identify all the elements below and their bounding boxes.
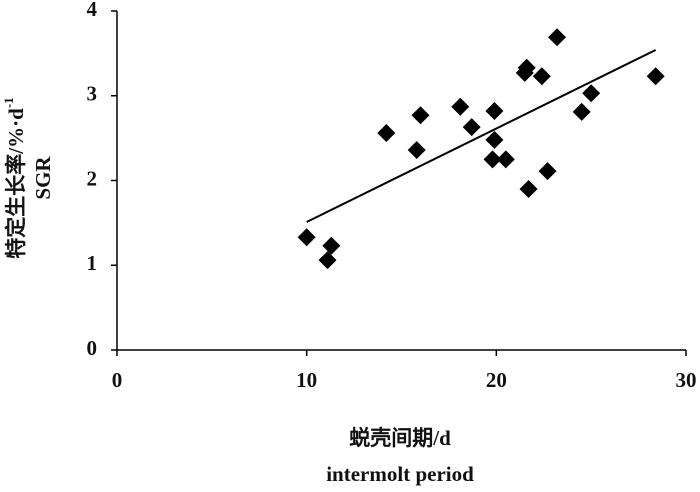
y-tick-label: 2 [87, 166, 98, 190]
trendline [306, 49, 657, 223]
data-point [496, 150, 515, 169]
y-axis-label-main: 特定生长率/%·d [4, 108, 28, 259]
data-point [462, 118, 481, 137]
y-tick-label: 0 [87, 336, 98, 360]
data-point [407, 140, 426, 159]
data-point [582, 84, 601, 103]
x-tick-label: 10 [296, 368, 317, 392]
data-point [485, 130, 504, 149]
x-tick-label: 20 [486, 368, 507, 392]
data-point [483, 150, 502, 169]
x-axis-label: 蜕壳间期/d [349, 426, 451, 450]
data-point [572, 102, 591, 121]
x-tick-label: 0 [112, 368, 123, 392]
y-axis-label-group: 特定生长率/%·d-1 [1, 97, 28, 258]
data-point [646, 67, 665, 86]
y-axis-label: 特定生长率/%·d-1 [1, 97, 28, 258]
data-point [538, 162, 557, 181]
data-point [532, 67, 551, 86]
data-point [411, 106, 430, 125]
data-point [322, 236, 341, 255]
x-tick-label: 30 [676, 368, 697, 392]
data-point [485, 102, 504, 121]
y-tick-label: 1 [87, 251, 98, 275]
y-axis-label-sup: -1 [1, 97, 16, 108]
y-tick-label: 3 [87, 82, 98, 106]
x-axis-label-en: intermolt period [326, 462, 474, 486]
data-point [297, 228, 316, 247]
data-point [519, 179, 538, 198]
data-point [548, 28, 567, 47]
y-tick-label: 4 [87, 0, 98, 21]
data-point [517, 58, 536, 77]
y-axis-label-en: SGR [31, 156, 55, 200]
data-point [377, 124, 396, 143]
data-point [318, 251, 337, 270]
data-point [451, 97, 470, 116]
